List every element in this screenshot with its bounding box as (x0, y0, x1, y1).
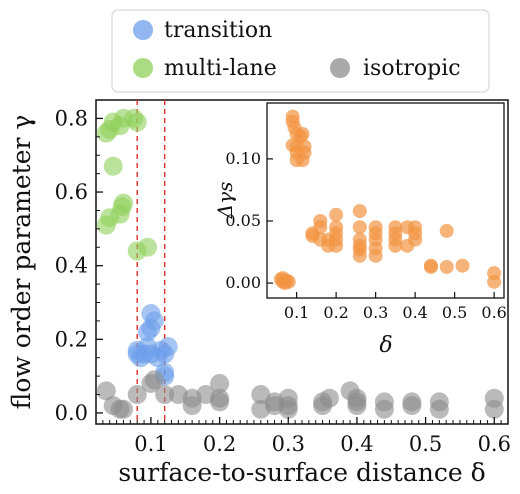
isotropic-point (374, 392, 394, 412)
legend-marker-multi-lane (133, 58, 153, 78)
inset-point (275, 271, 290, 286)
inset-x-tick-label: 0.5 (442, 303, 467, 322)
inset-point (289, 153, 304, 168)
main-y-axis: 0.0 0.2 0.4 0.6 0.8 (55, 106, 103, 425)
multi-lane-point (138, 237, 157, 257)
isotropic-point (210, 392, 230, 412)
multi-lane-point (100, 208, 120, 228)
main-x-axis-label: surface-to-surface distance δ (118, 458, 485, 487)
inset-point (352, 242, 367, 257)
inset-point (388, 238, 403, 253)
inset-point (285, 109, 300, 124)
isotropic-point (155, 385, 175, 405)
main-x-tick-label: 0.2 (203, 432, 236, 456)
isotropic-point (347, 388, 367, 408)
main-y-tick-label: 0.2 (55, 327, 88, 351)
main-x-tick-label: 0.1 (134, 432, 167, 456)
isotropic-point (144, 370, 164, 390)
inset-point (423, 259, 438, 274)
isotropic-point (402, 392, 422, 412)
isotropic-point (484, 388, 504, 408)
inset-x-tick-label: 0.6 (481, 303, 506, 322)
inset-point (295, 127, 310, 142)
isotropic-point (96, 381, 116, 401)
main-x-tick-label: 0.6 (478, 432, 511, 456)
inset-point (329, 207, 344, 222)
inset-y-tick-label: 0.10 (225, 149, 261, 168)
main-x-axis: 0.1 0.2 0.3 0.4 0.5 0.6 (102, 417, 511, 456)
legend-marker-transition (133, 20, 153, 40)
inset-y-axis: 0.00 0.05 0.10 (225, 149, 273, 292)
main-y-tick-label: 0.6 (55, 180, 88, 204)
main-y-tick-label: 0.4 (55, 254, 88, 278)
inset-point (388, 220, 403, 235)
inset-point (439, 223, 454, 238)
inset-x-tick-label: 0.1 (284, 303, 309, 322)
legend-label-isotropic: isotropic (363, 56, 461, 81)
legend-label-multi-lane: multi-lane (164, 56, 277, 81)
main-x-tick-label: 0.5 (409, 432, 442, 456)
inset-point (408, 232, 423, 247)
inset-y-tick-label: 0.05 (225, 211, 261, 230)
inset-point (368, 248, 383, 263)
legend: transition multi-lane isotropic (111, 9, 490, 93)
isotropic-point (429, 399, 449, 419)
main-y-tick-label: 0.8 (55, 106, 88, 130)
isotropic-point (182, 396, 202, 416)
inset-x-axis-label: δ (379, 333, 392, 358)
main-y-axis-label: flow order parameter γ (7, 115, 36, 410)
multi-lane-point (112, 197, 132, 217)
inset-x-tick-label: 0.3 (363, 303, 388, 322)
transition-point (155, 344, 175, 364)
multi-lane-point (127, 112, 147, 132)
isotropic-point (127, 385, 147, 405)
inset-point (439, 259, 454, 274)
transition-point (144, 311, 164, 331)
main-x-tick-label: 0.3 (272, 432, 305, 456)
isotropic-point (113, 399, 133, 419)
legend-label-transition: transition (164, 18, 272, 43)
inset-x-axis: 0.1 0.2 0.3 0.4 0.5 0.6 (284, 292, 507, 322)
legend-marker-isotropic (330, 58, 350, 78)
inset-x-tick-label: 0.4 (402, 303, 427, 322)
inset-y-tick-label: 0.00 (225, 273, 261, 292)
inset-x-tick-label: 0.2 (323, 303, 348, 322)
inset-point (329, 232, 344, 247)
main-data-points (96, 108, 504, 419)
inset-point (352, 204, 367, 219)
main-x-tick-label: 0.4 (340, 432, 373, 456)
isotropic-point (210, 374, 230, 393)
legend-frame (111, 9, 490, 93)
main-plot: 0.1 0.2 0.3 0.4 0.5 0.6 0.0 0.2 0.4 0.6 0.8 surfa… (7, 99, 511, 487)
inset-point (285, 138, 300, 153)
multi-lane-point (103, 156, 123, 176)
isotropic-point (278, 399, 298, 419)
inset-point (313, 213, 328, 228)
inset-point (487, 274, 502, 289)
isotropic-point (319, 388, 339, 408)
inset-point (455, 258, 470, 273)
inset-y-axis-label: Δγs (213, 182, 237, 220)
main-y-tick-label: 0.0 (55, 401, 88, 425)
inset-plot: 0.1 0.2 0.3 0.4 0.5 0.6 0.00 0.05 0.10 δ Δγs (213, 102, 507, 358)
inset-point (352, 220, 367, 235)
inset-data-points (273, 109, 502, 291)
